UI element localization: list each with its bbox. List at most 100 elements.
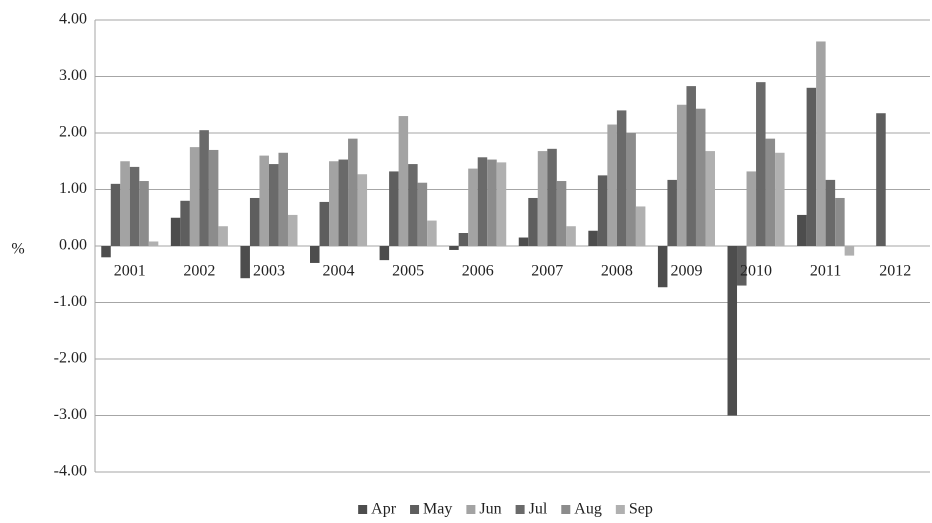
bar [844,246,855,256]
bar [566,226,576,246]
legend-swatch [615,505,625,514]
y-tick-label: 3.00 [59,67,87,84]
y-tick-label: -3.00 [54,406,87,423]
y-tick-label: 4.00 [59,11,87,28]
legend-label: Jun [479,501,501,518]
x-tick-label: 2001 [114,263,146,280]
x-tick-label: 2007 [531,263,563,280]
legend-label: Aug [574,501,602,518]
bar [329,161,339,246]
y-tick-label: -2.00 [54,350,87,367]
bar [268,164,279,246]
bar [835,197,845,246]
bar [657,246,668,288]
bar [348,138,358,246]
x-tick-label: 2004 [323,263,355,280]
bar [357,174,368,246]
y-tick-label: -1.00 [54,293,87,310]
y-axis-label: % [11,241,24,258]
legend-swatch [410,505,420,514]
bar [816,41,826,246]
bar [389,171,399,246]
bar [199,130,209,246]
legend-label: Sep [629,501,653,518]
bar [825,179,836,246]
bar [120,161,130,246]
bar [101,246,111,258]
bar [695,108,706,246]
bar [556,181,567,246]
bar [180,200,190,246]
bar [496,162,507,246]
bar [170,217,181,246]
bar [259,155,269,246]
bar [705,151,715,246]
legend-swatch [466,505,476,514]
bar [616,110,627,247]
bar [398,116,409,246]
bar [797,214,807,246]
legend-swatch [358,505,368,514]
bar [487,159,497,246]
bar [477,157,488,246]
y-tick-label: 0.00 [59,237,87,254]
bar [635,206,646,246]
bar [518,237,529,246]
bar [338,159,349,246]
bar [148,241,159,246]
bar [408,164,418,246]
bar [427,220,437,246]
x-tick-label: 2005 [392,263,424,280]
bar [528,197,538,246]
bar [468,168,478,246]
bar [547,148,557,246]
x-tick-label: 2009 [670,263,702,280]
bar [626,133,636,246]
bar [449,246,459,250]
bar [737,246,747,286]
bar [129,166,140,246]
bar [588,230,598,246]
bar [775,152,785,246]
x-tick-label: 2012 [879,263,911,280]
bar [727,246,738,416]
bar [607,124,617,246]
x-tick-label: 2006 [462,263,494,280]
bar [189,147,200,246]
bar [249,197,260,246]
bar [139,181,149,246]
y-tick-label: 1.00 [59,180,87,197]
bar [208,149,219,246]
bar [278,152,288,246]
legend-label: May [423,501,452,518]
bar [537,151,548,246]
legend-swatch [561,505,571,514]
bar [806,87,817,246]
bar [319,201,330,246]
x-tick-label: 2003 [253,263,285,280]
bar [765,138,776,246]
x-tick-label: 2011 [810,263,841,280]
bar [458,233,469,246]
bar [756,82,766,247]
bar [667,179,677,246]
bar [110,183,121,246]
bar [746,171,757,246]
bar [676,104,687,246]
x-tick-label: 2008 [601,263,633,280]
legend-swatch [515,505,525,514]
legend-label: Apr [371,501,397,518]
legend-label: Jul [529,501,548,518]
bar [218,226,228,246]
bar [876,113,886,246]
bar [379,246,390,261]
bar [310,246,320,263]
y-tick-label: -4.00 [54,463,87,480]
y-tick-label: 2.00 [59,124,87,141]
bar [417,182,428,246]
bar [287,214,298,246]
bar [686,86,696,246]
bar [240,246,250,279]
x-tick-label: 2002 [183,263,215,280]
